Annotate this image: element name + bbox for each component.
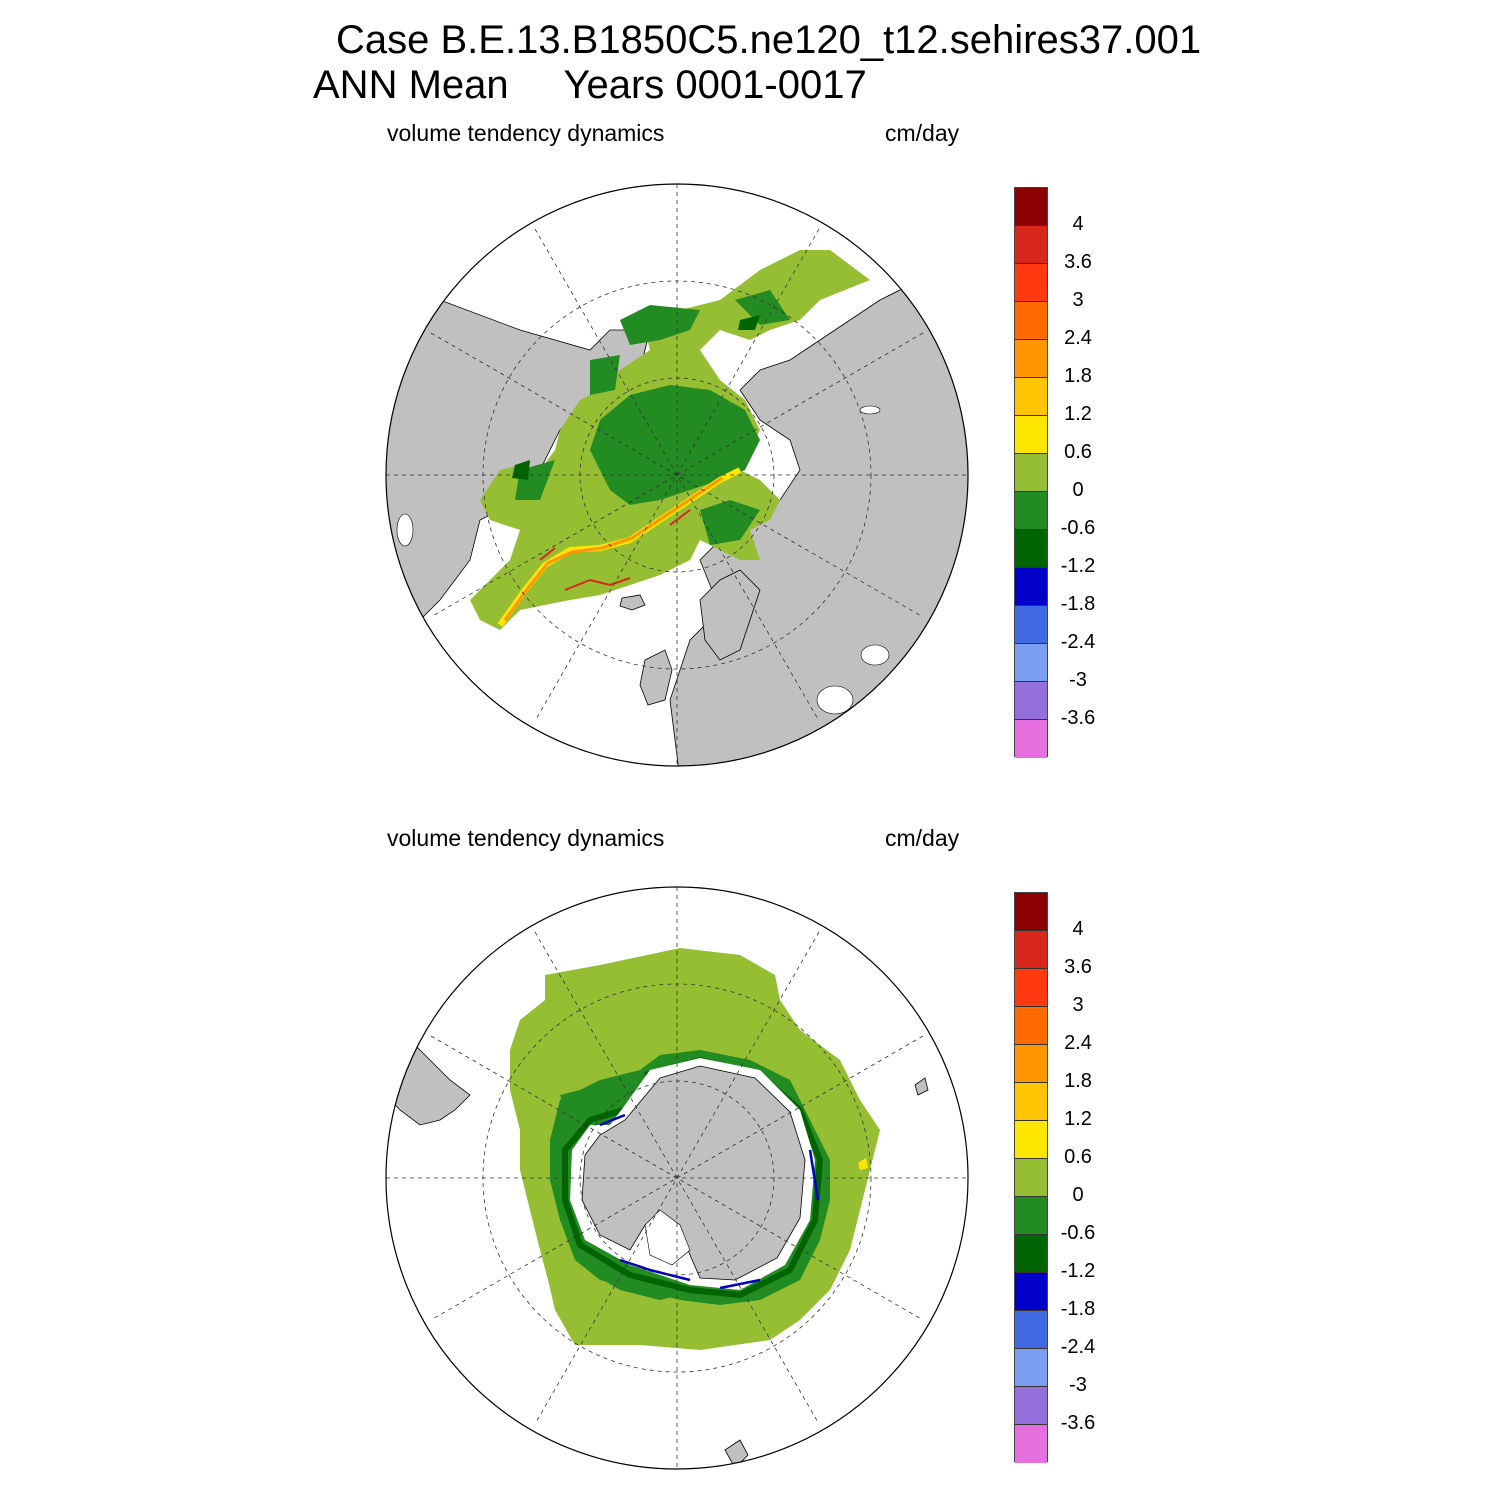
colorbar-tick-label: 0.6 [1064, 441, 1092, 463]
colorbar-tick-label: -1.2 [1060, 555, 1096, 577]
colorbar-segment [1015, 969, 1047, 1007]
colorbar-tick-label: -3 [1069, 669, 1087, 691]
colorbar-segment [1015, 682, 1047, 720]
colorbar-segment [1015, 1235, 1047, 1273]
nh-panel-variable-label: volume tendency dynamics [387, 120, 665, 146]
arctic-graticule [386, 184, 968, 766]
colorbar-segment [1015, 1197, 1047, 1235]
colorbar-tick-label: 1.2 [1064, 1108, 1092, 1130]
ice-edge-positive-band-orange [503, 476, 723, 621]
colorbar-segment [1015, 893, 1047, 931]
southern-landmass-right [914, 1077, 929, 1096]
figure-title-case: Case B.E.13.B1850C5.ne120_t12.sehires37.… [336, 18, 1202, 62]
colorbar-tick-label: -2.4 [1060, 631, 1096, 653]
colorbar-tick-label: 4 [1072, 213, 1084, 235]
colorbar-tick-label: -1.2 [1060, 1260, 1096, 1282]
colorbar-segment [1015, 264, 1047, 302]
colorbar-tick-label: -1.8 [1060, 1298, 1096, 1320]
colorbar-segment [1015, 416, 1047, 454]
sh-panel-variable-label: volume tendency dynamics [387, 825, 665, 851]
sh-colorbar [1014, 892, 1048, 1463]
colorbar-tick-label: 3 [1072, 289, 1084, 311]
colorbar-tick-label: -1.8 [1060, 593, 1096, 615]
british-isles-land [639, 649, 673, 706]
colorbar-tick-label: 2.4 [1064, 1032, 1092, 1054]
colorbar-tick-label: 0 [1072, 1184, 1084, 1206]
ice-edge-positive-band-red [539, 509, 691, 591]
colorbar-segment [1015, 606, 1047, 644]
colorbar-segment [1015, 1083, 1047, 1121]
colorbar-tick-label: 0 [1072, 479, 1084, 501]
colorbar-segment [1015, 492, 1047, 530]
colorbar-segment [1015, 530, 1047, 568]
antarctic-graticule [386, 887, 968, 1469]
colorbar-segment [1015, 644, 1047, 682]
colorbar-segment [1015, 340, 1047, 378]
colorbar-tick-label: 3.6 [1064, 956, 1092, 978]
colorbar-segment [1015, 1045, 1047, 1083]
colorbar-tick-label: 1.2 [1064, 403, 1092, 425]
colorbar-segment [1015, 454, 1047, 492]
nh-colorbar [1014, 187, 1048, 758]
colorbar-tick-label: -3.6 [1060, 1412, 1096, 1434]
colorbar-tick-label: -0.6 [1060, 1222, 1096, 1244]
colorbar-segment [1015, 188, 1047, 226]
colorbar-segment [1015, 1007, 1047, 1045]
colorbar-segment [1015, 378, 1047, 416]
colorbar-tick-label: -3 [1069, 1374, 1087, 1396]
ross-ice-shelf [644, 1209, 691, 1266]
colorbar-segment [1015, 931, 1047, 969]
colorbar-tick-label: 0.6 [1064, 1146, 1092, 1168]
antarctic-map [385, 886, 969, 1470]
colorbar-segment [1015, 1159, 1047, 1197]
antarctic-coastal-negative-blue [599, 1113, 820, 1290]
colorbar-segment [1015, 568, 1047, 606]
colorbar-segment [1015, 302, 1047, 340]
arctic-ice-patches-dark [515, 290, 790, 545]
colorbar-segment [1015, 1349, 1047, 1387]
colorbar-tick-label: 4 [1072, 918, 1084, 940]
colorbar-tick-label: -2.4 [1060, 1336, 1096, 1358]
colorbar-segment [1015, 226, 1047, 264]
iceland-land [619, 594, 646, 611]
figure-title-period: ANN Mean Years 0001-0017 [313, 63, 867, 107]
colorbar-tick-label: 2.4 [1064, 327, 1092, 349]
colorbar-segment [1015, 1311, 1047, 1349]
colorbar-tick-label: 1.8 [1064, 365, 1092, 387]
colorbar-tick-label: 3.6 [1064, 251, 1092, 273]
colorbar-segment [1015, 1425, 1047, 1463]
colorbar-segment [1015, 1121, 1047, 1159]
ice-edge-positive-spot [858, 1158, 868, 1170]
colorbar-segment [1015, 1387, 1047, 1425]
sh-panel-units-label: cm/day [885, 825, 960, 851]
colorbar-segment [1015, 1273, 1047, 1311]
colorbar-tick-label: -3.6 [1060, 707, 1096, 729]
colorbar-tick-label: 3 [1072, 994, 1084, 1016]
southern-landmass-bottom [724, 1439, 749, 1469]
colorbar-tick-label: -0.6 [1060, 517, 1096, 539]
nh-panel-units-label: cm/day [885, 120, 960, 146]
colorbar-segment [1015, 720, 1047, 758]
colorbar-tick-label: 1.8 [1064, 1070, 1092, 1092]
arctic-map [385, 183, 969, 767]
